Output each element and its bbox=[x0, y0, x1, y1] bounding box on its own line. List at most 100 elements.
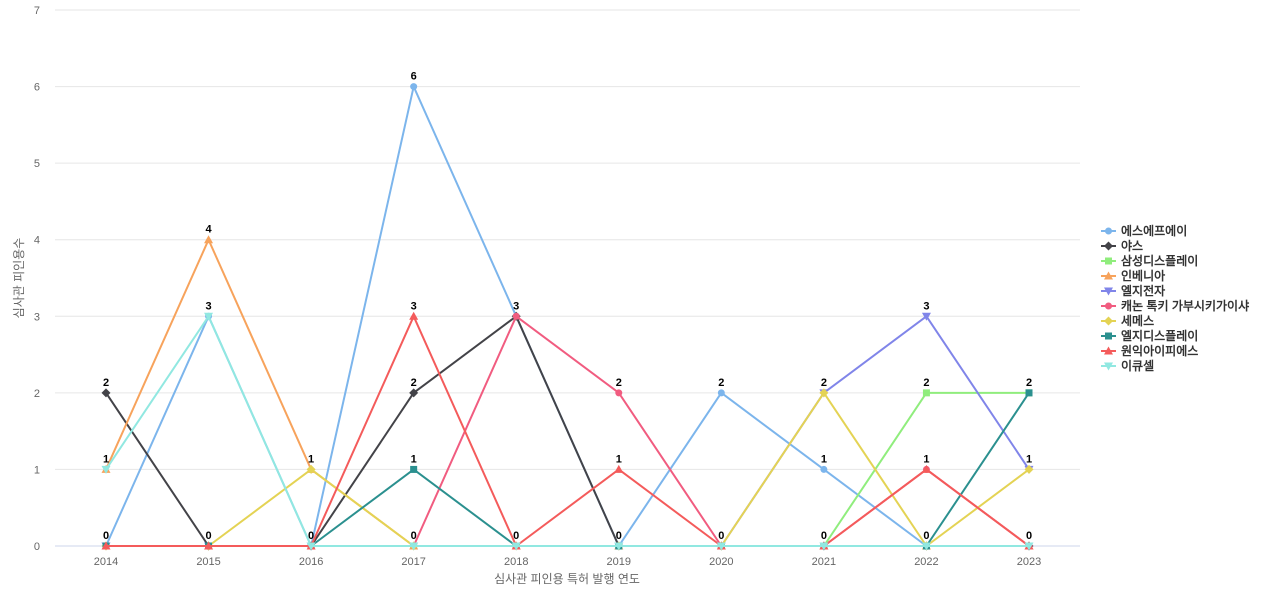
data-point bbox=[921, 312, 931, 321]
data-label: 0 bbox=[616, 530, 622, 542]
data-point bbox=[820, 465, 828, 473]
y-tick-label: 7 bbox=[34, 5, 40, 17]
x-axis-title: 심사관 피인용 특허 발행 연도 bbox=[494, 571, 640, 586]
data-label: 0 bbox=[103, 530, 109, 542]
data-point bbox=[101, 388, 111, 398]
data-label: 0 bbox=[308, 530, 314, 542]
y-tick-label: 2 bbox=[34, 388, 40, 400]
y-tick-label: 1 bbox=[34, 464, 40, 476]
series-line bbox=[105, 315, 1030, 547]
y-tick-label: 6 bbox=[34, 82, 40, 94]
data-point bbox=[409, 388, 419, 398]
data-point bbox=[615, 389, 623, 397]
legend-item-1[interactable]: 에스에프에이 bbox=[1101, 223, 1187, 238]
series-2 bbox=[101, 311, 1034, 551]
data-point bbox=[306, 464, 316, 474]
data-point bbox=[512, 312, 520, 320]
legend-label: 이큐셀 bbox=[1121, 358, 1154, 373]
data-label: 0 bbox=[718, 530, 724, 542]
data-label: 3 bbox=[513, 300, 519, 312]
x-tick-label: 2018 bbox=[504, 556, 528, 568]
legend-item-7[interactable]: 세메스 bbox=[1101, 313, 1154, 328]
y-tick-label: 5 bbox=[34, 158, 40, 170]
data-point bbox=[614, 464, 624, 473]
legend-item-5[interactable]: 엘지전자 bbox=[1101, 283, 1165, 298]
data-label: 1 bbox=[103, 453, 109, 465]
data-label: 1 bbox=[308, 453, 314, 465]
y-tick-label: 0 bbox=[34, 541, 40, 553]
gridlines bbox=[55, 9, 1080, 547]
data-label: 2 bbox=[923, 377, 929, 389]
data-label: 0 bbox=[205, 530, 211, 542]
data-point bbox=[410, 465, 418, 473]
legend-marker bbox=[1104, 271, 1113, 280]
data-label: 2 bbox=[718, 377, 724, 389]
x-tick-label: 2019 bbox=[607, 556, 631, 568]
legend-marker bbox=[1105, 227, 1112, 235]
data-point bbox=[410, 83, 418, 91]
legend-label: 원익아이피에스 bbox=[1121, 343, 1198, 358]
y-tick-label: 4 bbox=[34, 235, 40, 247]
legend-item-6[interactable]: 캐논 톡키 가부시키가이샤 bbox=[1101, 298, 1249, 313]
data-point bbox=[716, 542, 726, 551]
data-label: 2 bbox=[616, 377, 622, 389]
data-label: 0 bbox=[821, 530, 827, 542]
legend-label: 에스에프에이 bbox=[1121, 223, 1187, 238]
legend-item-3[interactable]: 삼성디스플레이 bbox=[1101, 253, 1198, 268]
legend-label: 야스 bbox=[1121, 238, 1143, 253]
x-tick-label: 2016 bbox=[299, 556, 323, 568]
legend-label: 인베니아 bbox=[1121, 268, 1165, 283]
legend-label: 엘지전자 bbox=[1121, 283, 1165, 298]
legend-marker bbox=[1105, 332, 1112, 340]
legend-label: 세메스 bbox=[1121, 313, 1154, 328]
data-point bbox=[204, 235, 214, 244]
data-point bbox=[921, 464, 931, 473]
series-line bbox=[105, 315, 1030, 547]
series-lines bbox=[101, 83, 1034, 551]
x-tick-label: 2021 bbox=[812, 556, 836, 568]
data-label: 4 bbox=[205, 224, 212, 236]
series-line bbox=[105, 315, 1030, 547]
series-10 bbox=[101, 312, 1034, 551]
legend-item-4[interactable]: 인베니아 bbox=[1101, 268, 1165, 283]
legend-item-10[interactable]: 이큐셀 bbox=[1101, 358, 1154, 373]
x-tick-label: 2014 bbox=[94, 556, 118, 568]
legend-label: 삼성디스플레이 bbox=[1121, 253, 1198, 268]
data-label: 6 bbox=[411, 71, 417, 83]
data-point bbox=[717, 389, 725, 397]
data-label: 3 bbox=[205, 300, 211, 312]
data-point bbox=[204, 541, 214, 550]
data-point bbox=[614, 542, 624, 551]
data-point bbox=[1024, 464, 1034, 474]
data-label: 0 bbox=[513, 530, 519, 542]
data-label: 0 bbox=[923, 530, 929, 542]
legend-marker bbox=[1104, 346, 1113, 355]
series-9 bbox=[101, 311, 1034, 550]
y-axis-title: 심사관 피인용수 bbox=[12, 238, 26, 319]
data-label: 1 bbox=[411, 453, 417, 465]
legend-item-8[interactable]: 엘지디스플레이 bbox=[1101, 328, 1198, 343]
x-tick-label: 2022 bbox=[914, 556, 938, 568]
data-point bbox=[921, 542, 931, 551]
data-label: 1 bbox=[923, 453, 929, 465]
x-tick-label: 2023 bbox=[1017, 556, 1041, 568]
data-point bbox=[204, 312, 214, 321]
data-label: 0 bbox=[411, 530, 417, 542]
data-label: 1 bbox=[821, 453, 827, 465]
data-point bbox=[819, 542, 829, 551]
x-tick-label: 2017 bbox=[401, 556, 425, 568]
data-point bbox=[409, 542, 419, 551]
legend-marker bbox=[1105, 257, 1112, 265]
data-label: 3 bbox=[923, 300, 929, 312]
y-tick-label: 3 bbox=[34, 311, 40, 323]
legend-item-9[interactable]: 원익아이피에스 bbox=[1101, 343, 1198, 358]
data-label: 1 bbox=[1026, 453, 1032, 465]
legend-item-2[interactable]: 야스 bbox=[1101, 238, 1143, 253]
data-point bbox=[922, 389, 930, 397]
data-point bbox=[409, 311, 419, 320]
legend-marker bbox=[1104, 241, 1113, 251]
x-tick-label: 2020 bbox=[709, 556, 733, 568]
